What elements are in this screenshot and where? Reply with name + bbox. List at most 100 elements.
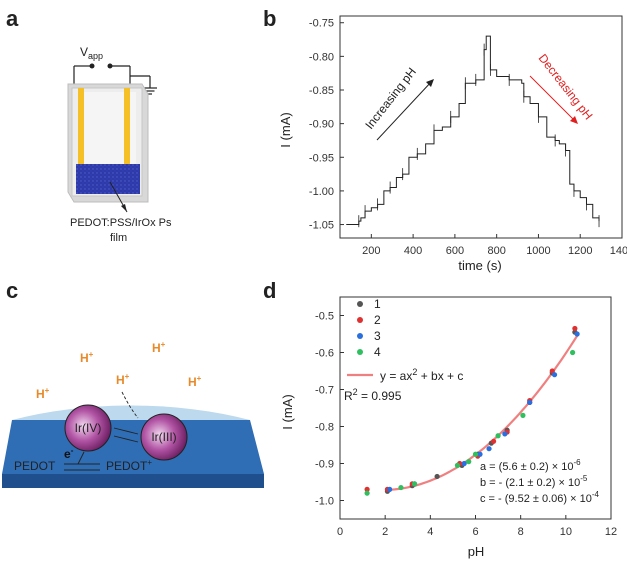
data-point-series-4 xyxy=(411,481,418,487)
data-point-series-4 xyxy=(466,459,472,465)
data-point-series-2 xyxy=(364,486,370,492)
x-tick-label: 4 xyxy=(427,526,433,538)
data-point-series-4 xyxy=(520,412,526,418)
electron-arrow xyxy=(77,451,85,465)
caption-line2: film xyxy=(110,232,127,244)
caption-line1: PEDOT:PSS/IrOx Ps xyxy=(70,217,172,229)
legend-label: 4 xyxy=(374,345,381,359)
terminal-left xyxy=(89,63,95,69)
v-app-label: Vapp xyxy=(80,45,103,61)
annotation-increasing: Increasing pH xyxy=(362,65,419,132)
x-tick-label: 6 xyxy=(472,526,478,538)
scatter-points xyxy=(364,325,580,496)
data-point-series-4 xyxy=(454,462,461,468)
current-trace xyxy=(346,35,600,226)
h-plus-label: H+ xyxy=(116,372,130,387)
ir-iii-sphere xyxy=(140,413,188,461)
y-tick-label: -1.0 xyxy=(315,496,334,508)
y-tick-label: -0.8 xyxy=(315,422,334,434)
panel-c-letter: c xyxy=(6,278,18,303)
param-b: b = - (2.1 ± 0.2) × 10-5 xyxy=(480,474,588,489)
electrode-left xyxy=(78,88,84,172)
panel-a-letter: a xyxy=(6,6,19,31)
pedot-film-texture xyxy=(76,164,140,194)
plot-d-ylabel: I (mA) xyxy=(280,394,295,429)
h-plus-label: H+ xyxy=(36,386,50,401)
data-point-series-4 xyxy=(570,349,576,356)
data-point-series-3 xyxy=(387,486,393,492)
x-tick-label: 400 xyxy=(404,245,422,257)
exchange-arrow xyxy=(113,435,139,443)
data-point-series-4 xyxy=(495,433,501,439)
data-point-series-2 xyxy=(572,325,578,332)
y-tick-label: -0.7 xyxy=(315,385,334,397)
plot-b-frame xyxy=(339,15,623,239)
data-point-series-3 xyxy=(477,451,483,457)
x-tick-label: 800 xyxy=(487,245,505,257)
data-point-series-1 xyxy=(434,473,440,480)
electrode-right xyxy=(124,88,130,172)
decreasing-arrow xyxy=(529,75,577,123)
legend-marker xyxy=(357,301,363,307)
proton-arrow xyxy=(121,391,139,419)
electron-label: e- xyxy=(64,446,74,461)
plot-b-y-ticks: -0.75 -0.80 -0.85 -0.90 -0.95 -1.00 -1.05 xyxy=(309,18,344,232)
data-point-series-4 xyxy=(472,451,479,457)
panel-b-letter: b xyxy=(263,6,276,31)
x-tick-label: 12 xyxy=(605,526,617,538)
y-tick-label: -0.9 xyxy=(315,459,334,471)
data-point-series-4 xyxy=(364,490,370,496)
data-point-series-3 xyxy=(551,372,558,378)
panel-d-letter: d xyxy=(263,278,276,303)
param-c: c = - (9.52 ± 0.06) × 10-4 xyxy=(480,490,599,505)
x-tick-label: 1000 xyxy=(526,245,550,257)
legend: 1 2 3 4 y = ax2 + bx + c R2 = 0.995 xyxy=(344,297,463,403)
legend-marker xyxy=(357,349,363,355)
panel-a: a Vapp PEDOT:PSS/IrOx Ps film xyxy=(6,6,172,244)
data-point-series-2 xyxy=(490,438,497,444)
param-a: a = (5.6 ± 0.2) × 10-6 xyxy=(480,458,581,473)
y-tick-label: -0.80 xyxy=(309,51,334,63)
x-tick-label: 200 xyxy=(362,245,380,257)
panel-d: d -1.0-0.9-0.8-0.7-0.6-0.5 0 2 4 6 8 10 12 I (… xyxy=(263,278,617,559)
ir-iv-label: Ir(IV) xyxy=(75,421,102,435)
legend-label: 3 xyxy=(374,329,381,343)
arrowhead-icon xyxy=(426,79,434,87)
ir-iii-label: Ir(III) xyxy=(151,430,176,444)
h-plus-label: H+ xyxy=(80,350,94,365)
ir-iv-sphere xyxy=(64,404,112,452)
terminal-right xyxy=(107,63,113,69)
data-point-series-3 xyxy=(502,431,508,437)
data-point-series-4 xyxy=(398,484,404,491)
panel-c: c H+ H+ H+ H+ H+ Ir(IV) Ir(III) e- PEDOT… xyxy=(2,278,264,488)
y-tick-label: -0.75 xyxy=(309,18,334,30)
legend-label: 2 xyxy=(374,313,381,327)
x-tick-label: 8 xyxy=(518,526,524,538)
r-squared: R2 = 0.995 xyxy=(344,387,402,403)
plot-d-x-ticks: 0 2 4 6 8 10 12 xyxy=(337,515,617,538)
legend-marker xyxy=(357,333,363,339)
arrowhead-icon xyxy=(121,204,127,212)
y-tick-label: -0.5 xyxy=(315,311,334,323)
plot-d-xlabel: pH xyxy=(468,544,485,559)
y-tick-label: -1.05 xyxy=(309,220,334,232)
pedot-right-label: PEDOT+ xyxy=(106,458,152,473)
y-tick-label: -1.00 xyxy=(309,186,334,198)
plot-b-ylabel: I (mA) xyxy=(278,112,293,147)
y-tick-label: -0.95 xyxy=(309,152,334,164)
data-point-series-3 xyxy=(486,446,492,452)
current-trace-spikes xyxy=(358,43,600,228)
substrate-edge xyxy=(2,474,264,488)
arrowhead-icon xyxy=(570,116,578,124)
y-tick-label: -0.90 xyxy=(309,119,334,131)
h-plus-label: H+ xyxy=(188,374,202,389)
data-point-series-3 xyxy=(527,399,533,406)
y-tick-label: -0.85 xyxy=(309,85,334,97)
legend-label: 1 xyxy=(374,297,381,311)
fit-equation: y = ax2 + bx + c xyxy=(380,367,463,383)
data-point-series-3 xyxy=(461,460,467,467)
plot-b-x-ticks: 200 400 600 800 1000 1200 1400 xyxy=(362,234,627,257)
x-tick-label: 1200 xyxy=(568,245,592,257)
exchange-arrow xyxy=(113,427,139,435)
